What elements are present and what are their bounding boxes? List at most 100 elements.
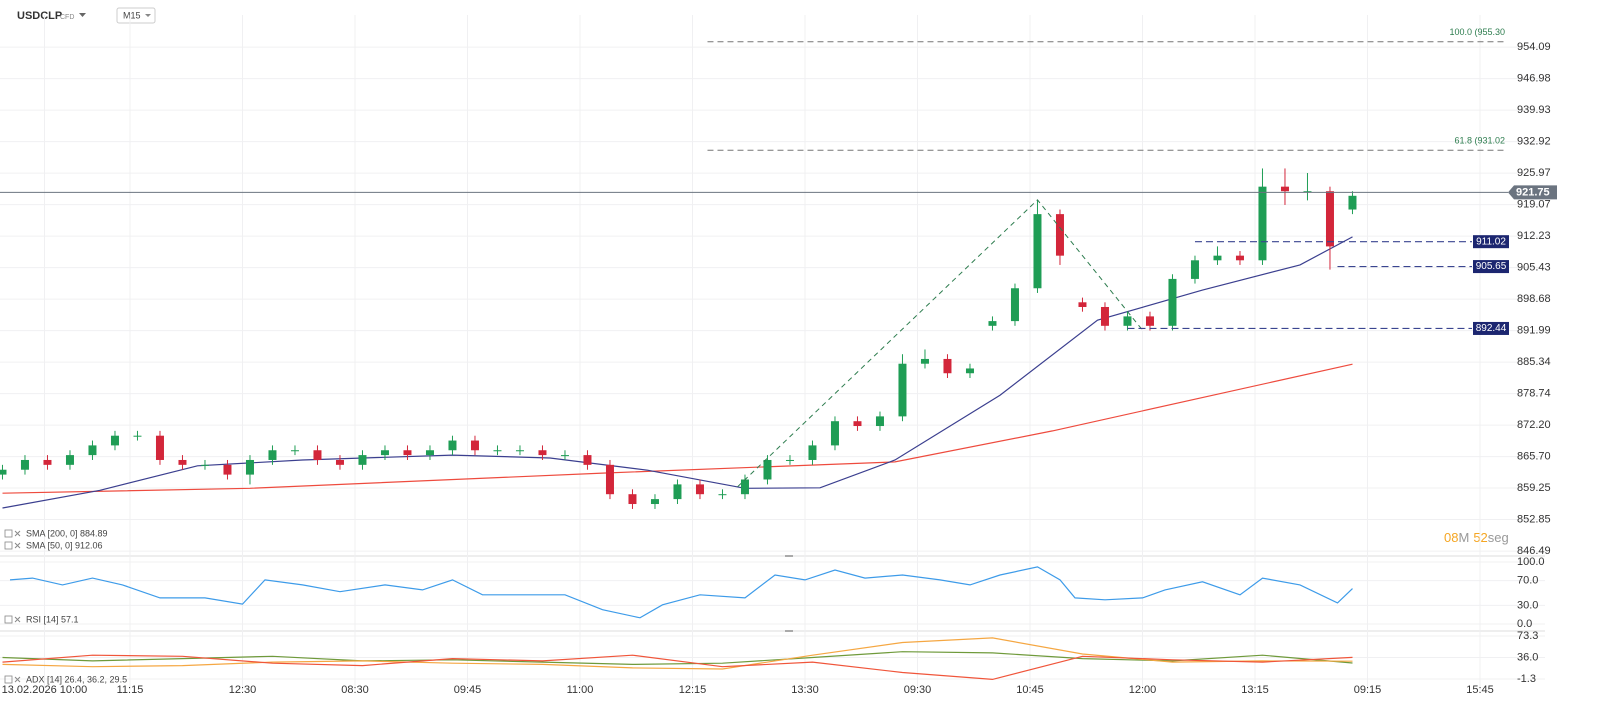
candle-body (1325, 191, 1334, 247)
pane: 100.0 70.0 30.0 0.0 RSI [14] 57.1 (0, 556, 1545, 630)
candle-body (1078, 302, 1087, 307)
fib-label: 100.0 (955.30 (1449, 27, 1505, 37)
x-tick-label: 13.02.2026 10:00 (2, 684, 88, 696)
candle-body (178, 459, 187, 465)
x-tick-label: 08:30 (341, 684, 369, 696)
countdown-m: M (1458, 530, 1469, 545)
candle-body (1168, 278, 1177, 326)
candle-body (20, 459, 29, 470)
candle-body (155, 435, 164, 460)
pane-handle[interactable] (785, 630, 793, 632)
candle-body (110, 435, 119, 446)
y-tick-label: 925.97 (1517, 167, 1551, 179)
price-level-box (1473, 321, 1509, 335)
y-tick-label: 878.74 (1517, 388, 1551, 400)
pane: 73.3 36.0 -1.3 ADX [14] 26.4, 36.2, 29.5 (0, 630, 1545, 685)
legend-label: SMA [200, 0] 884.89 (26, 528, 108, 538)
candle-body (1033, 214, 1042, 289)
candle-body (898, 363, 907, 417)
x-tick-label: 12:30 (229, 684, 257, 696)
candle-body (245, 459, 254, 475)
candle-body (1348, 195, 1357, 210)
symbol[interactable]: USDCLP (17, 10, 62, 22)
y-tick-label: 898.68 (1517, 293, 1551, 305)
y-tick-label: 73.3 (1517, 630, 1538, 642)
y-tick-label: -1.3 (1517, 673, 1536, 685)
candle-body (583, 455, 592, 465)
candle-body (965, 368, 974, 374)
candle-body (1123, 316, 1132, 326)
candle-body (853, 421, 862, 427)
header: USDCLP CFD M15 (17, 7, 156, 24)
dropdown-icon[interactable] (79, 13, 86, 17)
y-tick-label: 36.0 (1517, 651, 1538, 663)
legend-icon (4, 615, 13, 624)
candle-body (313, 450, 322, 460)
candle-body (763, 459, 772, 480)
price-level-label: 905.65 (1476, 261, 1507, 272)
y-tick-label: 954.09 (1517, 41, 1551, 53)
y-tick-label: 919.07 (1517, 199, 1551, 211)
candle-body (1145, 316, 1154, 326)
candle-body (785, 459, 794, 461)
candle-body (830, 421, 839, 446)
candle-body (1280, 186, 1289, 192)
candle-body (133, 435, 142, 437)
candle-body (493, 450, 502, 452)
legend-remove-icon (14, 530, 21, 537)
indicator-line (2, 651, 1353, 666)
y-tick-label: 852.85 (1517, 513, 1551, 525)
candle-body (650, 499, 659, 505)
legend-remove-icon (14, 676, 21, 683)
candle-body (605, 464, 614, 495)
x-tick-label: 13:30 (791, 684, 819, 696)
timeframe-dropdown[interactable] (145, 14, 151, 17)
x-tick-label: 09:45 (454, 684, 482, 696)
indicator-line (2, 363, 1353, 494)
candle-body (403, 450, 412, 456)
candle-body (425, 450, 434, 456)
zigzag-line (737, 199, 1143, 488)
pane-handle[interactable] (785, 555, 793, 557)
legend-icon (4, 541, 13, 550)
y-tick-label: 891.99 (1517, 324, 1551, 336)
y-tick-label: 946.98 (1517, 73, 1551, 85)
legend-remove-icon (14, 616, 21, 623)
candle-body (808, 445, 817, 460)
countdown-minutes: 08 (1444, 530, 1458, 545)
x-tick-label: 12:15 (679, 684, 707, 696)
countdown-seg: seg (1488, 530, 1509, 545)
y-tick-label: 70.0 (1517, 574, 1538, 586)
candle-body (1303, 191, 1312, 193)
price-level-box (1473, 235, 1509, 249)
candle-body (1055, 214, 1064, 256)
legend-label: RSI [14] 57.1 (26, 614, 79, 624)
fib-label: 61.8 (931.02 (1454, 136, 1505, 146)
timeframe-box[interactable] (116, 7, 156, 24)
candle-body (358, 455, 367, 465)
candle-body (223, 464, 232, 475)
candle-body (718, 494, 727, 496)
candle-body (380, 450, 389, 456)
current-price-box (1508, 185, 1557, 200)
indicator-line (2, 654, 1353, 681)
candle-body (1190, 260, 1199, 279)
x-tick-label: 15:45 (1466, 684, 1494, 696)
y-tick-label: 885.34 (1517, 356, 1551, 368)
candle-body (65, 455, 74, 465)
candle-body (673, 484, 682, 500)
y-tick-label: 846.49 (1517, 545, 1551, 557)
current-price-label: 921.75 (1516, 186, 1550, 198)
instrument-kind: CFD (60, 14, 74, 21)
legend-label: SMA [50, 0] 912.06 (26, 540, 103, 550)
timeframe[interactable]: M15 (123, 10, 141, 20)
candle-body (695, 484, 704, 495)
y-tick-label: 872.20 (1517, 419, 1551, 431)
candle-body (1213, 255, 1222, 261)
candle-body (290, 450, 299, 452)
candle-body (920, 358, 929, 364)
x-tick-label: 09:15 (1354, 684, 1382, 696)
y-tick-label: 905.43 (1517, 262, 1551, 274)
y-tick-label: 0.0 (1517, 618, 1532, 630)
